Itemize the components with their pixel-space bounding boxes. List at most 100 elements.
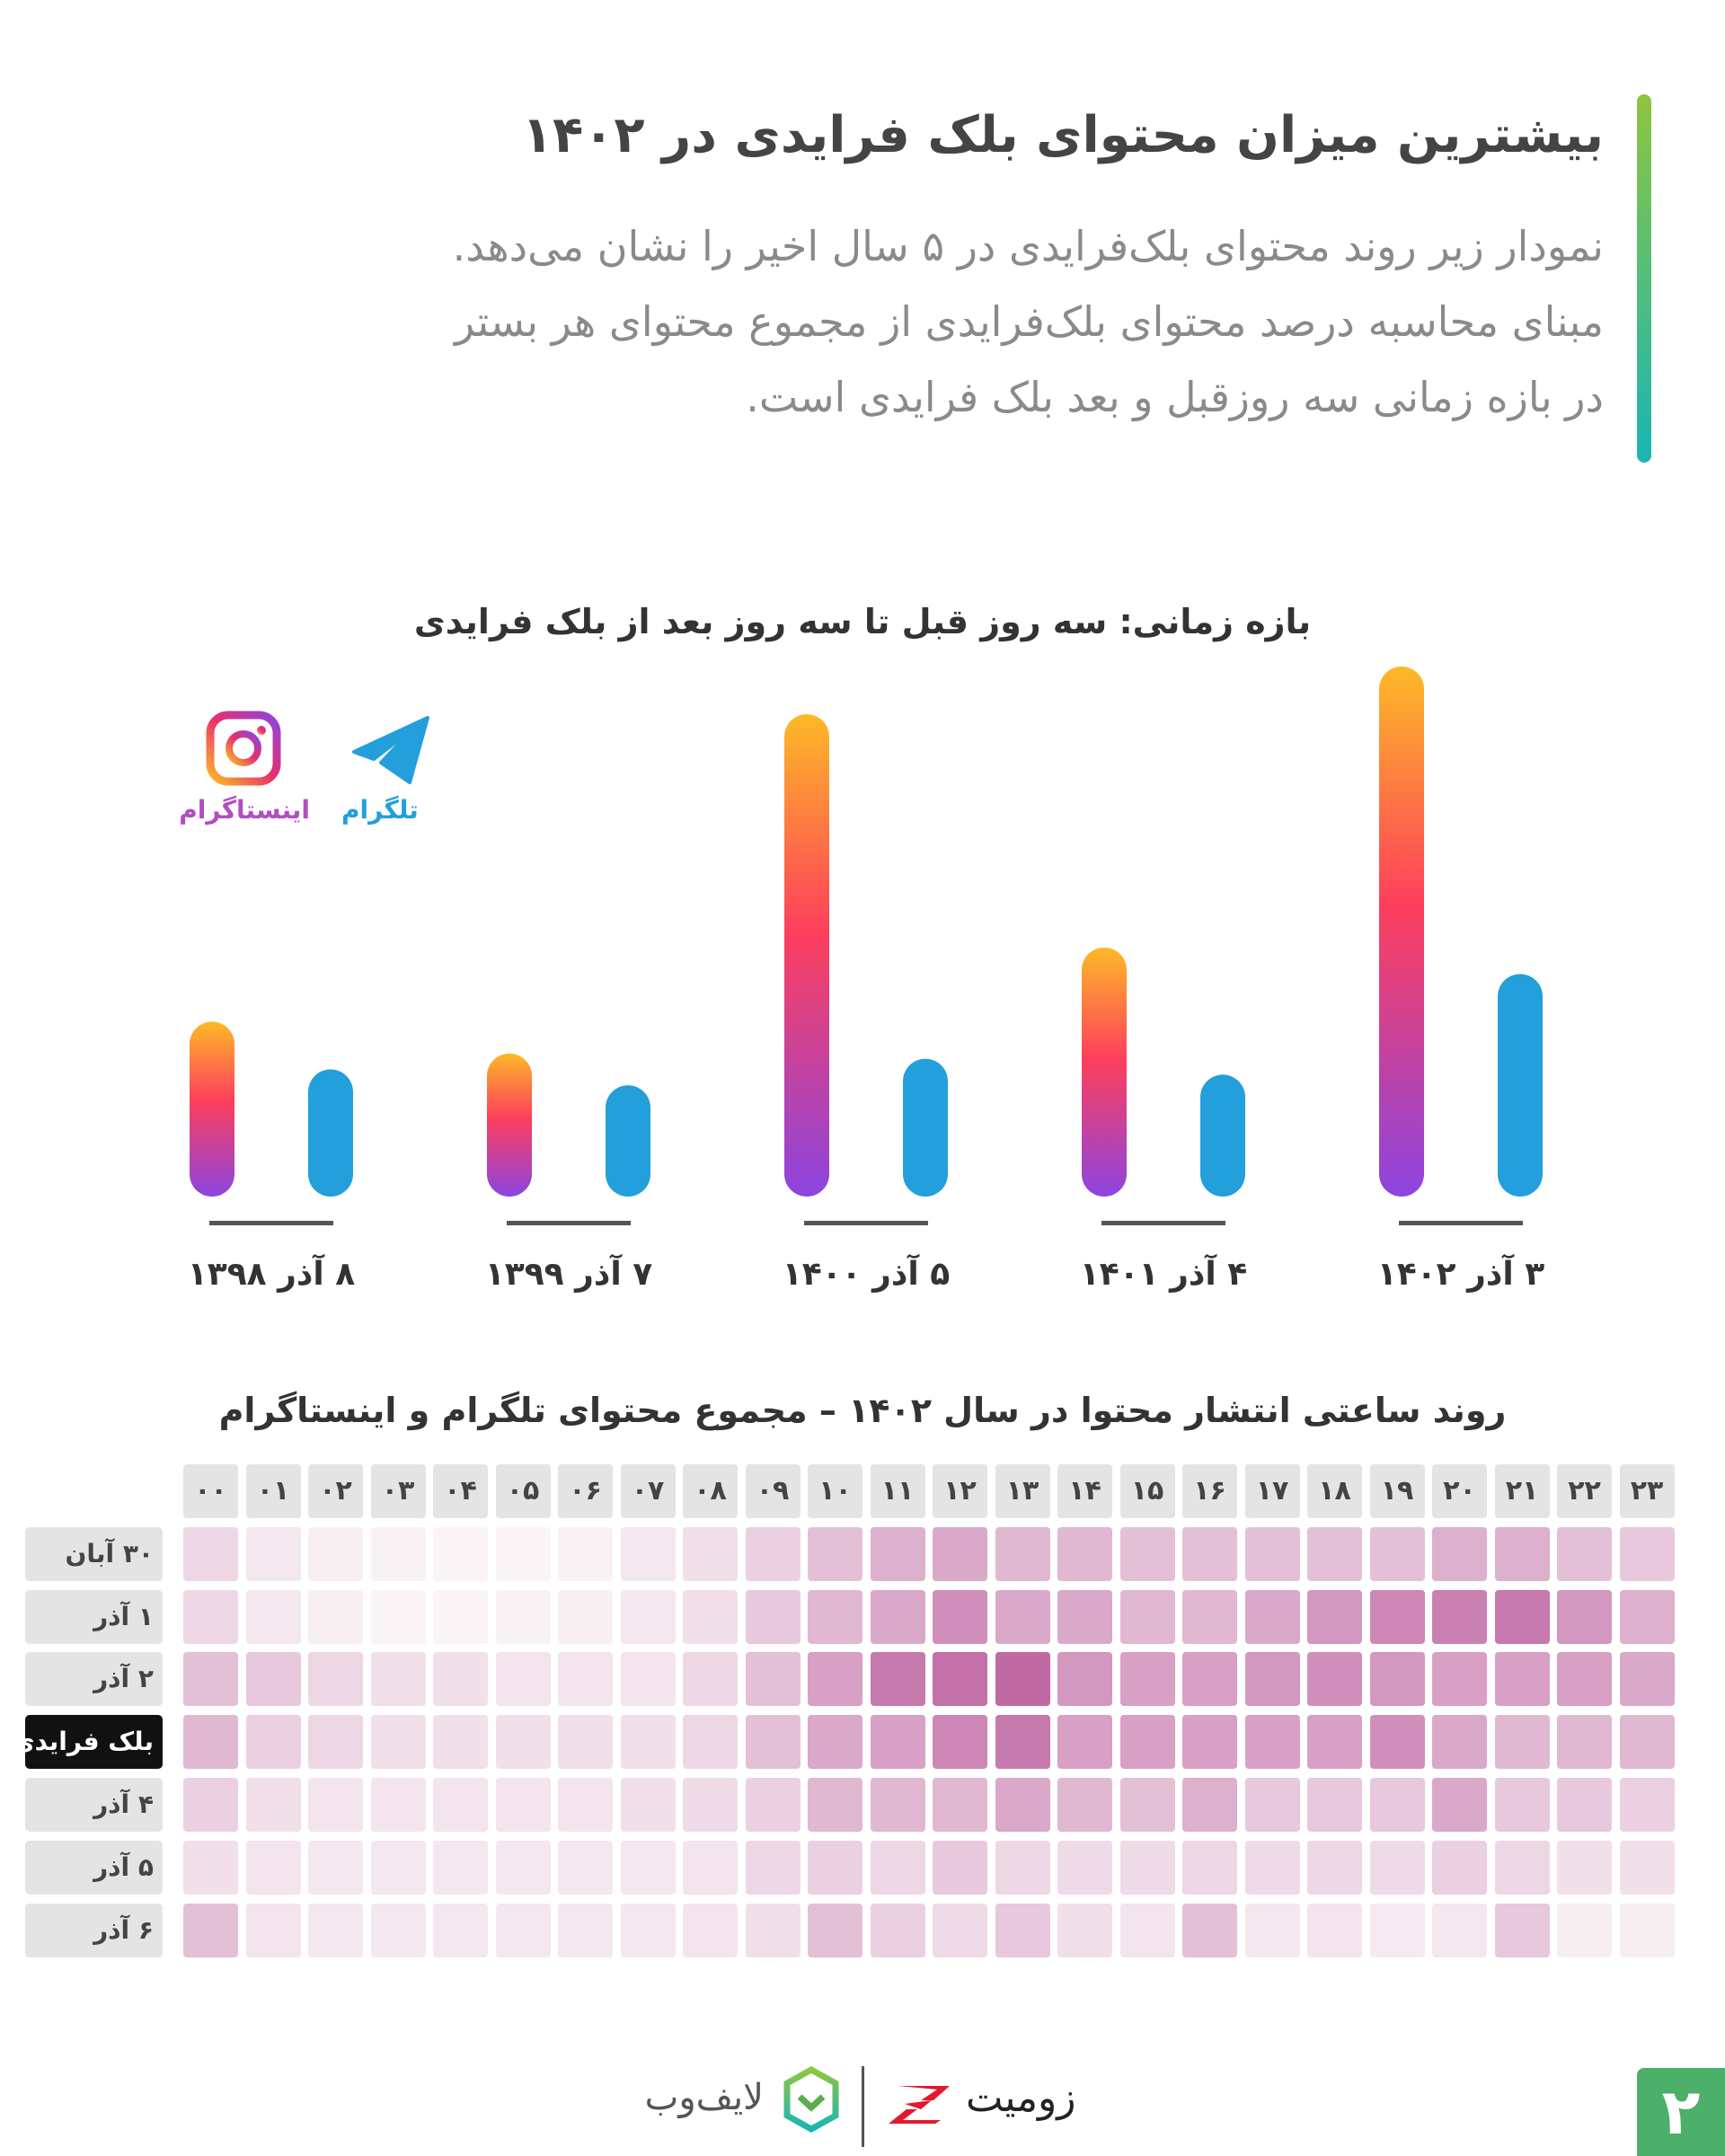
heatmap-cell (1619, 1526, 1675, 1581)
lifeweb-logo-text: لایف‌وب (644, 2077, 764, 2118)
group-baseline (507, 1221, 631, 1225)
heatmap-cell (245, 1526, 301, 1581)
heatmap-cell (1244, 1840, 1300, 1895)
heatmap-cell (1432, 1589, 1487, 1644)
heatmap-cell (370, 1778, 426, 1832)
heatmap-cell (1119, 1778, 1175, 1832)
heatmap-cell (1244, 1903, 1300, 1957)
heatmap-row-label: بلک فرایدی (12, 1715, 163, 1770)
heatmap-cell (933, 1715, 987, 1770)
heatmap-cell (1494, 1652, 1550, 1707)
heatmap-cell (495, 1715, 551, 1770)
heatmap-cell (1307, 1715, 1362, 1770)
heatmap-cell (1307, 1903, 1362, 1957)
legend-label-telegram: تلگرام (341, 795, 419, 825)
heatmap-cell (745, 1778, 801, 1832)
heatmap-column-header: ۱۸ (1307, 1464, 1362, 1518)
heatmap-cell (1057, 1840, 1112, 1895)
heatmap-cell (308, 1526, 363, 1581)
heatmap-cell (1244, 1778, 1300, 1832)
heatmap-row-label: ۱ آذر (25, 1589, 163, 1644)
bar-telegram (1200, 1074, 1245, 1197)
heatmap-cell (808, 1715, 862, 1770)
heatmap-cell (808, 1652, 862, 1707)
heatmap-cell (683, 1652, 738, 1707)
heatmap-cell (1369, 1903, 1425, 1957)
heatmap-column-header: ۱۷ (1244, 1464, 1300, 1518)
heatmap-cell (433, 1715, 488, 1770)
heatmap-cell (183, 1652, 238, 1707)
heatmap-cell (620, 1526, 676, 1581)
heatmap-column-header: ۰۸ (683, 1464, 738, 1518)
heatmap-cell (1557, 1840, 1612, 1895)
heatmap-cell (1432, 1903, 1487, 1957)
heatmap-cell (933, 1778, 987, 1832)
heatmap-cell (558, 1715, 613, 1770)
instagram-icon (206, 711, 281, 786)
heatmap-cell (933, 1526, 987, 1581)
heatmap-cell (370, 1840, 426, 1895)
bar-instagram (1379, 667, 1424, 1197)
heatmap-cell (995, 1840, 1050, 1895)
heatmap-cell (1244, 1715, 1300, 1770)
heatmap-cell (245, 1589, 301, 1644)
heatmap-cell (1494, 1715, 1550, 1770)
heatmap-cell (308, 1840, 363, 1895)
heatmap-cell (558, 1652, 613, 1707)
heatmap-cell (745, 1589, 801, 1644)
heatmap-cell (745, 1652, 801, 1707)
heatmap-cell (308, 1589, 363, 1644)
heatmap-cell (1557, 1715, 1612, 1770)
heatmap-cell (808, 1526, 862, 1581)
bar-chart (190, 667, 1543, 1225)
heatmap-cell (933, 1840, 987, 1895)
heatmap-cell (808, 1589, 862, 1644)
heatmap-cell (558, 1589, 613, 1644)
heatmap-cell (558, 1903, 613, 1957)
heatmap-cell (245, 1715, 301, 1770)
heatmap-cell (1307, 1652, 1362, 1707)
heatmap-cell (1182, 1715, 1237, 1770)
heatmap-cell (683, 1778, 738, 1832)
heatmap-cell (1369, 1715, 1425, 1770)
heatmap-column-header: ۰۳ (370, 1464, 426, 1518)
bar-chart-title: بازه زمانی: سه روز قبل تا سه روز بعد از … (413, 602, 1312, 641)
heatmap-column-header: ۱۱ (870, 1464, 925, 1518)
heatmap-cell (495, 1778, 551, 1832)
heatmap-cell (433, 1778, 488, 1832)
heatmap-cell (1557, 1652, 1612, 1707)
heatmap-cell (870, 1526, 925, 1581)
heatmap-cell (1619, 1715, 1675, 1770)
heatmap-column-header: ۲۳ (1619, 1464, 1675, 1518)
heatmap-cell (1494, 1840, 1550, 1895)
heatmap-cell (1182, 1526, 1237, 1581)
group-baseline (804, 1221, 928, 1225)
heatmap-cell (1057, 1903, 1112, 1957)
heatmap-column-header: ۲۰ (1432, 1464, 1487, 1518)
heatmap-cell (245, 1840, 301, 1895)
heatmap-column-header: ۱۴ (1057, 1464, 1112, 1518)
heatmap-cell (308, 1778, 363, 1832)
accent-bar (1637, 94, 1651, 463)
heatmap-cell (1619, 1840, 1675, 1895)
heatmap-cell (933, 1652, 987, 1707)
heatmap-cell (245, 1652, 301, 1707)
footer-divider (862, 2066, 864, 2147)
heatmap-cell (558, 1526, 613, 1581)
heatmap-column-header: ۲۲ (1557, 1464, 1612, 1518)
heatmap-cell (183, 1526, 238, 1581)
heatmap-cell (870, 1840, 925, 1895)
heatmap-cell (745, 1526, 801, 1581)
heatmap-cell (183, 1715, 238, 1770)
heatmap-cell (870, 1715, 925, 1770)
heatmap-cell (1244, 1652, 1300, 1707)
heatmap-cell (1182, 1840, 1237, 1895)
heatmap-cell (433, 1589, 488, 1644)
heatmap-column-header: ۰۶ (558, 1464, 613, 1518)
heatmap-cell (1619, 1778, 1675, 1832)
heatmap-cell (1369, 1589, 1425, 1644)
heatmap-cell (1057, 1778, 1112, 1832)
heatmap-title: روند ساعتی انتشار محتوا در سال ۱۴۰۲ – مج… (218, 1391, 1507, 1430)
heatmap-column-header: ۰۷ (620, 1464, 676, 1518)
heatmap-cell (808, 1903, 862, 1957)
